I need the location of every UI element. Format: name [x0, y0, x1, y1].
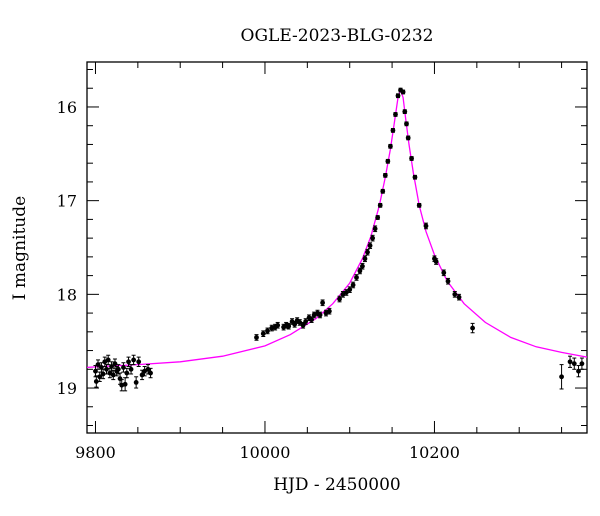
data-point — [131, 357, 137, 363]
data-point — [347, 287, 353, 293]
data-point — [433, 259, 439, 264]
x-tick-label: 9800 — [75, 443, 116, 462]
data-point — [128, 366, 134, 372]
data-point — [470, 325, 475, 331]
data-point — [456, 294, 462, 300]
data-point — [99, 365, 104, 370]
data-point — [372, 226, 378, 232]
data-point — [350, 282, 356, 288]
model-curve — [86, 88, 588, 369]
data-point — [579, 361, 585, 367]
data-point — [286, 323, 292, 329]
data-point — [365, 249, 370, 255]
data-point — [393, 112, 398, 117]
data-point — [104, 366, 109, 372]
data-point — [416, 202, 422, 208]
data-point — [93, 368, 98, 374]
data-point — [377, 202, 383, 208]
data-point — [360, 263, 365, 269]
data-point — [110, 372, 116, 378]
data-point — [567, 359, 573, 365]
data-point — [297, 320, 303, 325]
data-point — [126, 359, 131, 365]
data-point — [317, 312, 323, 318]
data-point — [445, 278, 451, 284]
data-point — [115, 366, 121, 372]
x-axis-label: HJD - 2450000 — [273, 475, 401, 495]
data-point — [559, 374, 564, 380]
data-point — [100, 371, 106, 377]
plot-frame — [86, 61, 588, 434]
tick-labels: 9800 10000 10200 16 17 18 19 — [57, 98, 460, 462]
data-point — [390, 127, 396, 133]
data-point — [404, 121, 409, 127]
data-point — [385, 158, 391, 164]
data-point — [343, 290, 349, 295]
data-point — [370, 235, 375, 241]
data-point — [148, 370, 153, 376]
data-point — [362, 256, 368, 262]
y-tick-label: 19 — [57, 379, 77, 398]
data-point — [112, 361, 118, 367]
data-point — [452, 291, 458, 297]
data-point — [124, 370, 130, 376]
data-point — [136, 359, 142, 365]
data-point — [405, 135, 411, 141]
data-point — [260, 331, 266, 337]
data-point — [95, 362, 101, 368]
data-point — [380, 188, 386, 194]
data-point — [354, 275, 359, 280]
data-point — [121, 365, 126, 370]
data-point — [382, 172, 388, 178]
data-points — [93, 87, 585, 392]
chart-title: OGLE-2023-BLG-0232 — [241, 26, 434, 46]
data-point — [326, 308, 332, 314]
data-point — [367, 243, 373, 249]
data-point — [303, 319, 309, 324]
y-axis-label: I magnitude — [10, 196, 30, 300]
data-point — [400, 89, 406, 95]
x-tick-label: 10200 — [409, 443, 460, 462]
data-point — [122, 381, 128, 387]
axis-ticks — [87, 62, 587, 433]
data-point — [309, 317, 314, 323]
data-point — [387, 143, 393, 149]
data-point — [275, 322, 281, 328]
data-point — [265, 328, 270, 334]
data-point — [337, 296, 342, 302]
data-point — [402, 109, 408, 115]
data-point — [395, 93, 401, 99]
data-point — [133, 380, 139, 385]
data-point — [97, 374, 103, 380]
data-point — [576, 368, 581, 374]
y-tick-label: 17 — [57, 192, 77, 211]
y-tick-label: 18 — [57, 285, 77, 304]
data-point — [105, 357, 111, 363]
data-point — [441, 270, 447, 276]
data-point — [109, 364, 114, 369]
data-point — [423, 223, 429, 229]
data-point — [320, 300, 325, 306]
data-point — [254, 335, 259, 340]
data-point — [375, 215, 381, 220]
y-tick-label: 16 — [57, 98, 77, 117]
x-tick-label: 10000 — [240, 443, 291, 462]
data-point — [571, 361, 577, 367]
data-point — [412, 174, 418, 180]
data-point — [409, 156, 414, 161]
data-point — [357, 268, 363, 274]
data-point — [93, 379, 99, 384]
